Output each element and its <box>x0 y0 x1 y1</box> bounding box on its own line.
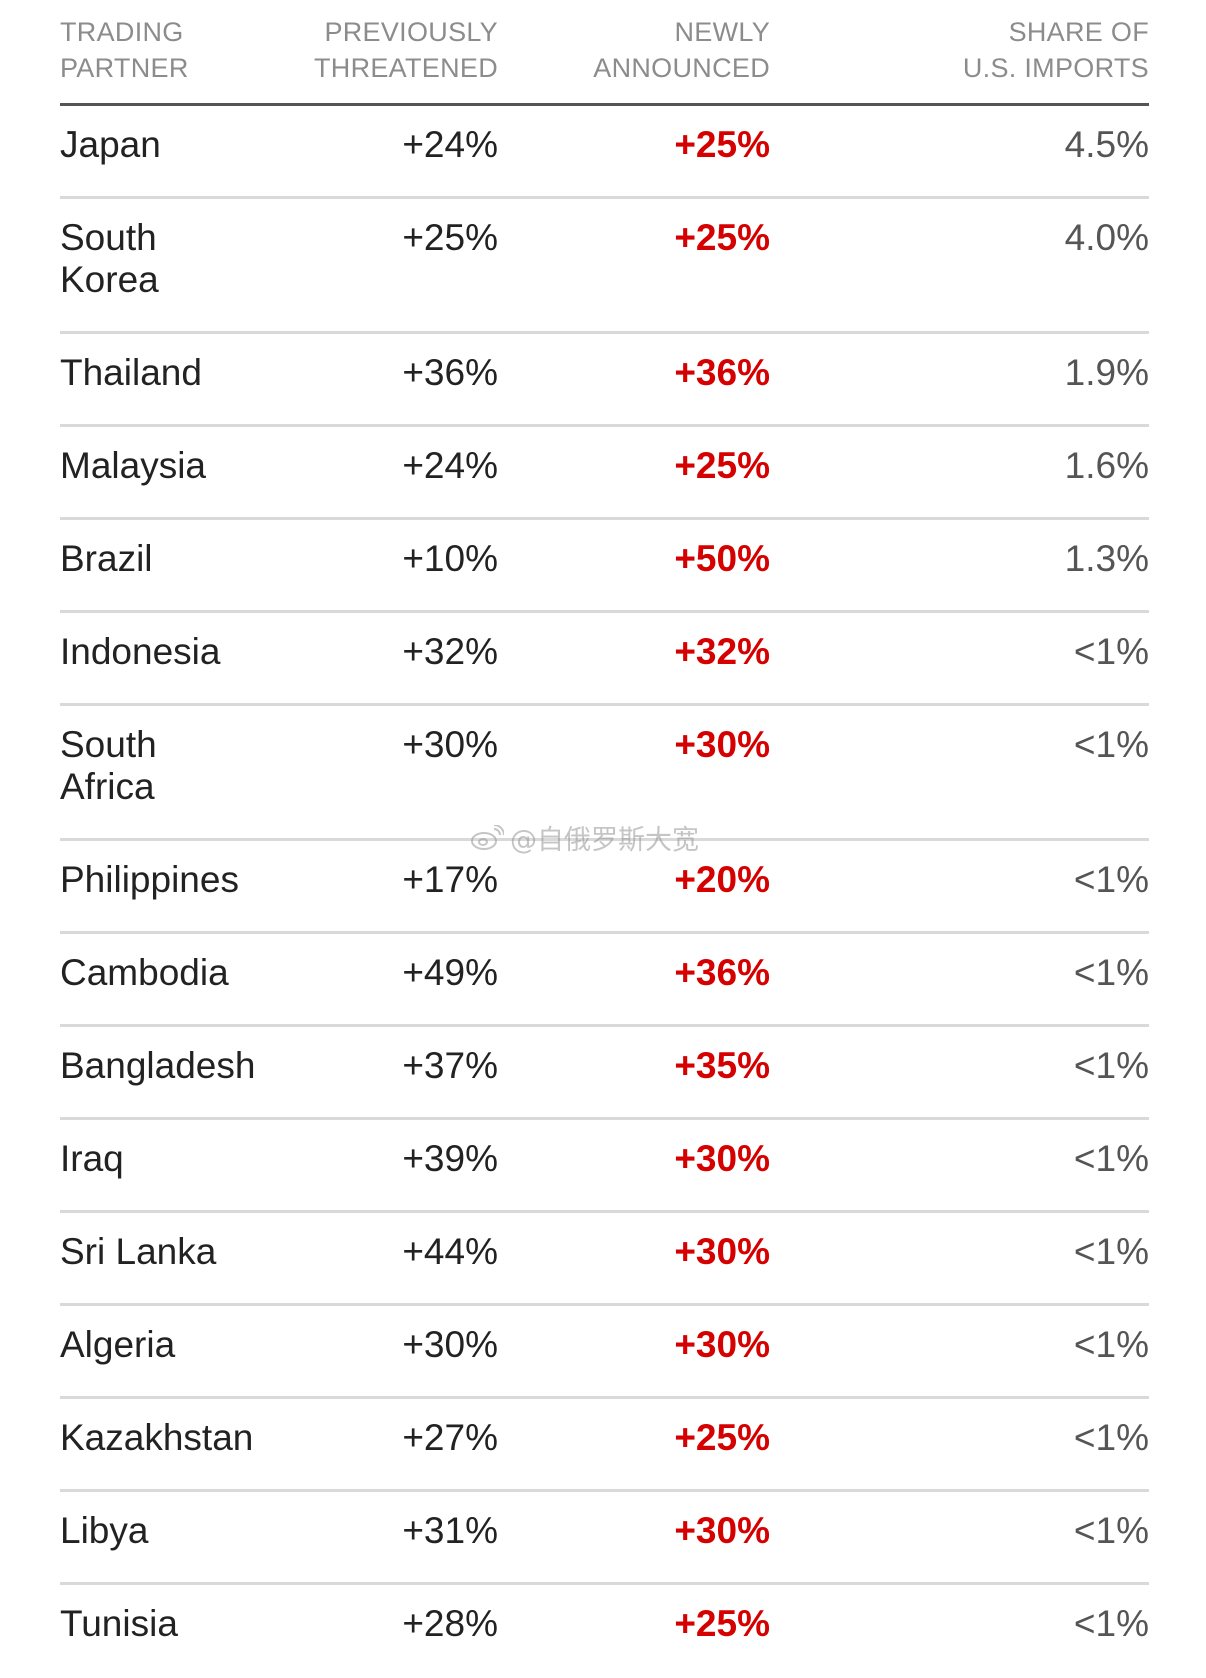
previously-threatened-cell: +10% <box>402 538 498 579</box>
share-of-imports-cell: <1% <box>1073 859 1149 900</box>
previously-threatened-cell: +30% <box>402 1324 498 1365</box>
share-of-imports-cell: <1% <box>1073 1510 1149 1551</box>
country-cell: Philippines <box>60 859 239 900</box>
newly-announced-cell: +30% <box>674 1510 770 1551</box>
share-of-imports-cell: <1% <box>1073 1138 1149 1179</box>
previously-threatened-cell: +27% <box>402 1417 498 1458</box>
table-row: Malaysia +24% +25% 1.6% <box>60 427 1149 520</box>
share-of-imports-cell: 4.0% <box>1064 217 1149 258</box>
country-cell: Libya <box>60 1510 149 1551</box>
table-row: Algeria +30% +30% <1% <box>60 1306 1149 1399</box>
table-row: South Korea +25% +25% 4.0% <box>60 199 1149 334</box>
table-row: Brazil +10% +50% 1.3% <box>60 520 1149 613</box>
newly-announced-cell: +20% <box>674 859 770 900</box>
table-row: Kazakhstan +27% +25% <1% <box>60 1399 1149 1492</box>
newly-announced-cell: +36% <box>674 952 770 993</box>
country-cell: Algeria <box>60 1324 176 1365</box>
newly-announced-cell: +50% <box>674 538 770 579</box>
share-of-imports-cell: 1.9% <box>1064 352 1149 393</box>
newly-announced-cell: +35% <box>674 1045 770 1086</box>
table-row: Tunisia +28% +25% <1% <box>60 1585 1149 1678</box>
previously-threatened-cell: +28% <box>402 1603 498 1644</box>
previously-threatened-cell: +30% <box>402 724 498 765</box>
previously-threatened-cell: +32% <box>402 631 498 672</box>
share-of-imports-cell: <1% <box>1073 952 1149 993</box>
share-of-imports-cell: 1.6% <box>1064 445 1149 486</box>
country-cell: Indonesia <box>60 631 221 672</box>
table-row: Sri Lanka +44% +30% <1% <box>60 1213 1149 1306</box>
share-of-imports-cell: 1.3% <box>1064 538 1149 579</box>
newly-announced-cell: +30% <box>674 724 770 765</box>
previously-threatened-cell: +37% <box>402 1045 498 1086</box>
newly-announced-cell: +32% <box>674 631 770 672</box>
previously-threatened-cell: +36% <box>402 352 498 393</box>
header-newly-announced: NEWLY ANNOUNCED <box>593 17 770 83</box>
newly-announced-cell: +36% <box>674 352 770 393</box>
header-trading-partner: TRADING PARTNER <box>60 17 189 83</box>
table-row: Libya +31% +30% <1% <box>60 1492 1149 1585</box>
country-cell: South Korea <box>60 217 159 300</box>
tariff-table: TRADING PARTNER PREVIOUSLY THREATENED NE… <box>60 0 1149 1678</box>
share-of-imports-cell: <1% <box>1073 1603 1149 1644</box>
newly-announced-cell: +30% <box>674 1231 770 1272</box>
table-row: Philippines +17% +20% <1% <box>60 841 1149 934</box>
newly-announced-cell: +25% <box>674 1417 770 1458</box>
country-cell: South Africa <box>60 724 157 807</box>
table-header: TRADING PARTNER PREVIOUSLY THREATENED NE… <box>60 0 1149 106</box>
share-of-imports-cell: <1% <box>1073 1417 1149 1458</box>
country-cell: Sri Lanka <box>60 1231 217 1272</box>
country-cell: Iraq <box>60 1138 124 1179</box>
share-of-imports-cell: 4.5% <box>1064 124 1149 165</box>
country-cell: Tunisia <box>60 1603 178 1644</box>
newly-announced-cell: +25% <box>674 124 770 165</box>
previously-threatened-cell: +24% <box>402 445 498 486</box>
table-row: Bangladesh +37% +35% <1% <box>60 1027 1149 1120</box>
country-cell: Japan <box>60 124 161 165</box>
country-cell: Thailand <box>60 352 202 393</box>
previously-threatened-cell: +24% <box>402 124 498 165</box>
previously-threatened-cell: +17% <box>402 859 498 900</box>
country-cell: Brazil <box>60 538 153 579</box>
table-row: Indonesia +32% +32% <1% <box>60 613 1149 706</box>
newly-announced-cell: +30% <box>674 1324 770 1365</box>
header-share-of-imports: SHARE OF U.S. IMPORTS <box>962 17 1149 83</box>
table-row: Cambodia +49% +36% <1% <box>60 934 1149 1027</box>
newly-announced-cell: +30% <box>674 1138 770 1179</box>
newly-announced-cell: +25% <box>674 445 770 486</box>
previously-threatened-cell: +44% <box>402 1231 498 1272</box>
table-row: South Africa +30% +30% <1% <box>60 706 1149 841</box>
country-cell: Kazakhstan <box>60 1417 254 1458</box>
table-body: Japan +24% +25% 4.5% South Korea +25% +25% 4.0%… <box>60 106 1149 1678</box>
share-of-imports-cell: <1% <box>1073 631 1149 672</box>
share-of-imports-cell: <1% <box>1073 724 1149 765</box>
table-row: Iraq +39% +30% <1% <box>60 1120 1149 1213</box>
previously-threatened-cell: +49% <box>402 952 498 993</box>
country-cell: Cambodia <box>60 952 229 993</box>
previously-threatened-cell: +39% <box>402 1138 498 1179</box>
country-cell: Malaysia <box>60 445 206 486</box>
country-cell: Bangladesh <box>60 1045 256 1086</box>
newly-announced-cell: +25% <box>674 1603 770 1644</box>
table-row: Thailand +36% +36% 1.9% <box>60 334 1149 427</box>
previously-threatened-cell: +25% <box>402 217 498 258</box>
table-row: Japan +24% +25% 4.5% <box>60 106 1149 199</box>
share-of-imports-cell: <1% <box>1073 1324 1149 1365</box>
share-of-imports-cell: <1% <box>1073 1231 1149 1272</box>
newly-announced-cell: +25% <box>674 217 770 258</box>
previously-threatened-cell: +31% <box>402 1510 498 1551</box>
share-of-imports-cell: <1% <box>1073 1045 1149 1086</box>
header-previously-threatened: PREVIOUSLY THREATENED <box>313 17 498 83</box>
